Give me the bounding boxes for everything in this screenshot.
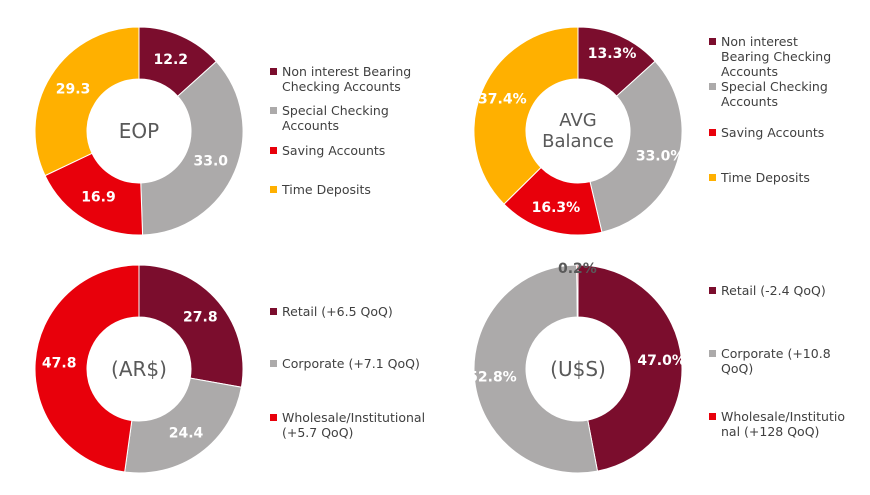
legend-label: Special Checking Accounts [721, 79, 828, 109]
legend-label-line: Bearing Checking [721, 49, 832, 64]
legend-label: Time Deposits [721, 170, 810, 185]
legend-label-line: Wholesale/Institutional [282, 410, 426, 425]
legend-label: Wholesale/Institutional (+5.7 QoQ) [282, 410, 425, 440]
legend-avg-item-3: Time Deposits [709, 170, 810, 185]
donut-ars-data-label-0: 27.8 [183, 310, 218, 326]
legend-eop-item-2: Saving Accounts [270, 143, 385, 158]
donut-eop-data-label-2: 16.9 [81, 190, 116, 206]
donut-eop-slice-1 [140, 60, 244, 236]
legend-label-line: Retail (+6.5 QoQ) [282, 304, 393, 319]
donut-avg-slice-1 [589, 60, 683, 233]
legend-label: Retail (+6.5 QoQ) [282, 304, 393, 319]
legend-label-line: Non interest Bearing [282, 64, 412, 79]
legend-label: Non interest Bearing Checking Accounts [721, 34, 831, 79]
donut-ars-slice-2 [34, 264, 140, 473]
donut-avg-data-label-1: 33.0% [636, 149, 685, 165]
legend-swatch [270, 147, 277, 154]
legend-label: Corporate (+10.8 QoQ) [721, 346, 831, 376]
donut-usd-slice-0 [577, 264, 683, 472]
legend-swatch [709, 129, 716, 136]
legend-swatch [270, 107, 277, 114]
legend-label: Saving Accounts [721, 125, 824, 140]
donut-avg-center-label: Balance [542, 131, 614, 152]
donut-usd-data-label-2: 0.2% [558, 261, 597, 277]
donut-ars-slice-0 [138, 264, 244, 388]
donut-usd-slice-2 [576, 264, 579, 318]
donut-eop-data-label-3: 29.3 [56, 81, 91, 97]
donut-ars-center-label: (AR$) [111, 357, 167, 381]
legend-label-line: nal (+128 QoQ) [721, 424, 820, 439]
donut-usd-data-label-0: 47.0% [637, 353, 686, 369]
legend-eop-item-1: Special Checking Accounts [270, 103, 389, 133]
legend-label-line: Accounts [282, 118, 339, 133]
donut-eop-data-label-0: 12.2 [153, 52, 188, 68]
legend-eop-item-3: Time Deposits [270, 182, 371, 197]
legend-label-line: Accounts [721, 94, 778, 109]
legend-label-line: Non interest [721, 34, 798, 49]
donut-ars-data-label-2: 47.8 [42, 355, 77, 371]
legend-ars-item-2: Wholesale/Institutional (+5.7 QoQ) [270, 410, 425, 440]
donut-usd-data-label-1: 52.8% [468, 370, 517, 386]
legend-avg-item-1: Special Checking Accounts [709, 79, 828, 109]
legend-label-line: Retail (-2.4 QoQ) [721, 283, 826, 298]
legend-label: Non interest Bearing Checking Accounts [282, 64, 411, 94]
legend-swatch [270, 360, 277, 367]
legend-label-line: Wholesale/Institutio [721, 409, 845, 424]
donut-avg-center-label: AVG [559, 110, 596, 131]
donut-ars-data-label-1: 24.4 [169, 426, 204, 442]
legend-swatch [709, 174, 716, 181]
legend-label-line: Saving Accounts [282, 143, 386, 158]
donut-eop-slice-3 [34, 26, 140, 177]
donut-avg-slice-3 [473, 26, 579, 205]
legend-eop-item-0: Non interest Bearing Checking Accounts [270, 64, 411, 94]
legend-label-line: Corporate (+7.1 QoQ) [282, 356, 420, 371]
legend-ars-item-1: Corporate (+7.1 QoQ) [270, 356, 420, 371]
donut-usd-slice-1 [473, 264, 599, 474]
legend-swatch [270, 414, 277, 421]
legend-label: Wholesale/Institutio nal (+128 QoQ) [721, 409, 845, 439]
legend-swatch [709, 413, 716, 420]
legend-swatch [709, 287, 716, 294]
legend-label-line: QoQ) [721, 361, 754, 376]
legend-label-line: Checking Accounts [282, 79, 401, 94]
legend-label-line: Special Checking [721, 79, 828, 94]
legend-swatch [270, 186, 277, 193]
legend-avg-item-2: Saving Accounts [709, 125, 824, 140]
legend-label-line: Accounts [721, 64, 778, 79]
legend-swatch [270, 308, 277, 315]
donut-avg-data-label-2: 16.3% [532, 200, 581, 216]
legend-usd-item-1: Corporate (+10.8 QoQ) [709, 346, 831, 376]
donut-usd: 47.0% 52.8% 0.2% (U$S) [468, 261, 686, 474]
legend-swatch [709, 38, 716, 45]
legend-label: Special Checking Accounts [282, 103, 389, 133]
legend-label-line: Time Deposits [282, 182, 371, 197]
legend-label: Saving Accounts [282, 143, 385, 158]
legend-label-line: Time Deposits [721, 170, 810, 185]
legend-ars-item-0: Retail (+6.5 QoQ) [270, 304, 393, 319]
donut-ars: 27.8 24.4 47.8 (AR$) [34, 264, 244, 474]
donut-avg-data-label-3: 37.4% [478, 91, 527, 107]
legend-label-line: Special Checking [282, 103, 389, 118]
donut-ars-slice-1 [124, 377, 242, 474]
legend-label: Retail (-2.4 QoQ) [721, 283, 826, 298]
legend-label: Time Deposits [282, 182, 371, 197]
legend-swatch [709, 83, 716, 90]
donut-usd-center-label: (U$S) [550, 357, 606, 381]
legend-usd-item-0: Retail (-2.4 QoQ) [709, 283, 826, 298]
legend-label-line: Corporate (+10.8 [721, 346, 831, 361]
donut-eop-center-label: EOP [119, 119, 159, 143]
legend-label-line: Saving Accounts [721, 125, 825, 140]
legend-swatch [270, 68, 277, 75]
donut-avg-data-label-0: 13.3% [588, 46, 637, 62]
legend-label: Corporate (+7.1 QoQ) [282, 356, 420, 371]
donut-eop: 12.2 33.0 16.9 29.3 EOP [34, 26, 244, 236]
legend-avg-item-0: Non interest Bearing Checking Accounts [709, 34, 831, 79]
legend-swatch [709, 350, 716, 357]
legend-usd-item-2: Wholesale/Institutio nal (+128 QoQ) [709, 409, 845, 439]
legend-label-line: (+5.7 QoQ) [282, 425, 354, 440]
donut-eop-data-label-1: 33.0 [194, 154, 229, 170]
